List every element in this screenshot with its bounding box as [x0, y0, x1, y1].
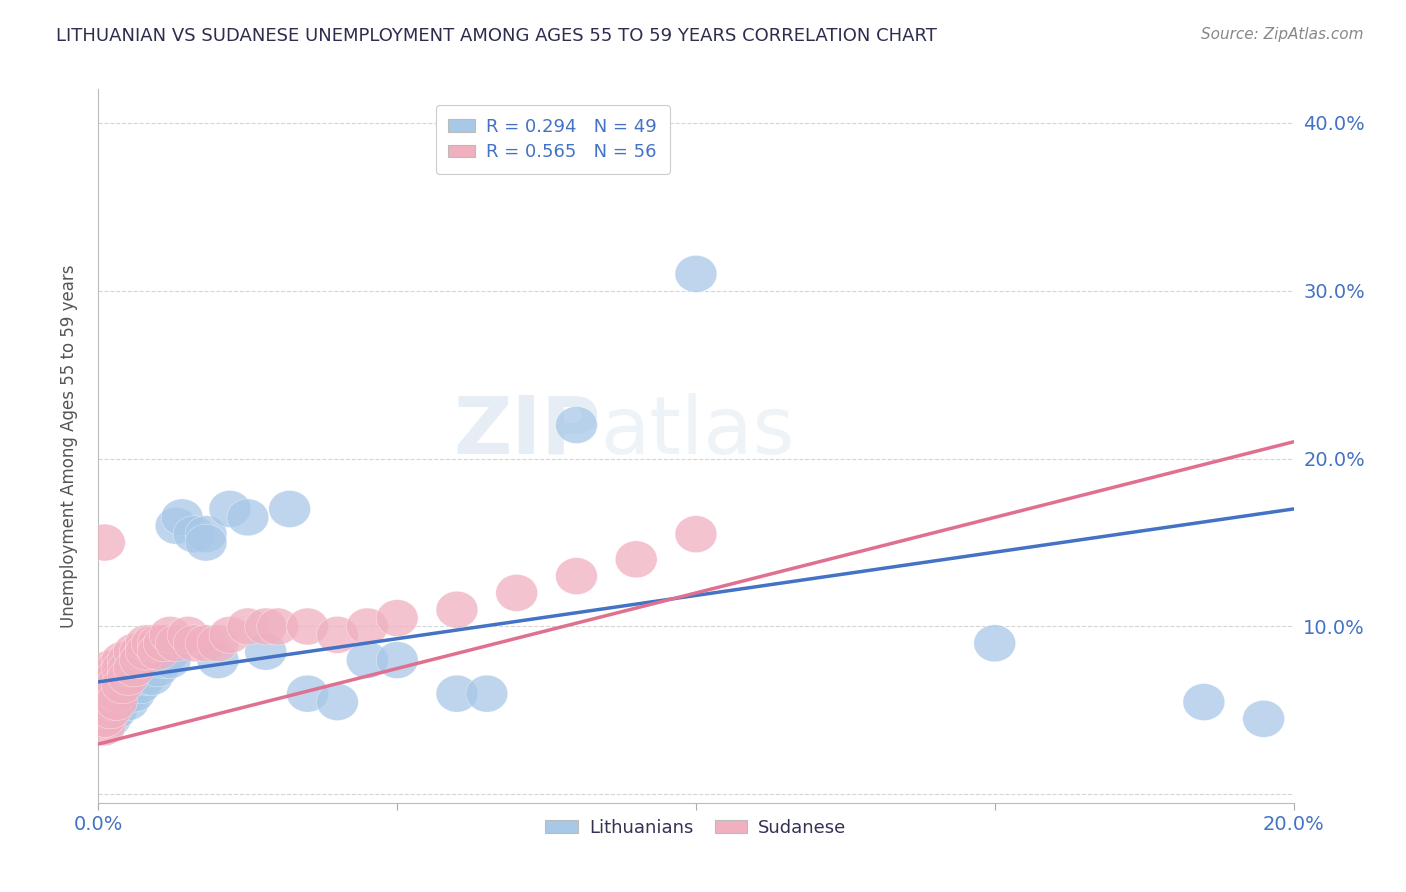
Text: Source: ZipAtlas.com: Source: ZipAtlas.com: [1201, 27, 1364, 42]
Legend: Lithuanians, Sudanese: Lithuanians, Sudanese: [538, 812, 853, 844]
Text: atlas: atlas: [600, 392, 794, 471]
Text: ZIP: ZIP: [453, 392, 600, 471]
Y-axis label: Unemployment Among Ages 55 to 59 years: Unemployment Among Ages 55 to 59 years: [59, 264, 77, 628]
Text: LITHUANIAN VS SUDANESE UNEMPLOYMENT AMONG AGES 55 TO 59 YEARS CORRELATION CHART: LITHUANIAN VS SUDANESE UNEMPLOYMENT AMON…: [56, 27, 938, 45]
